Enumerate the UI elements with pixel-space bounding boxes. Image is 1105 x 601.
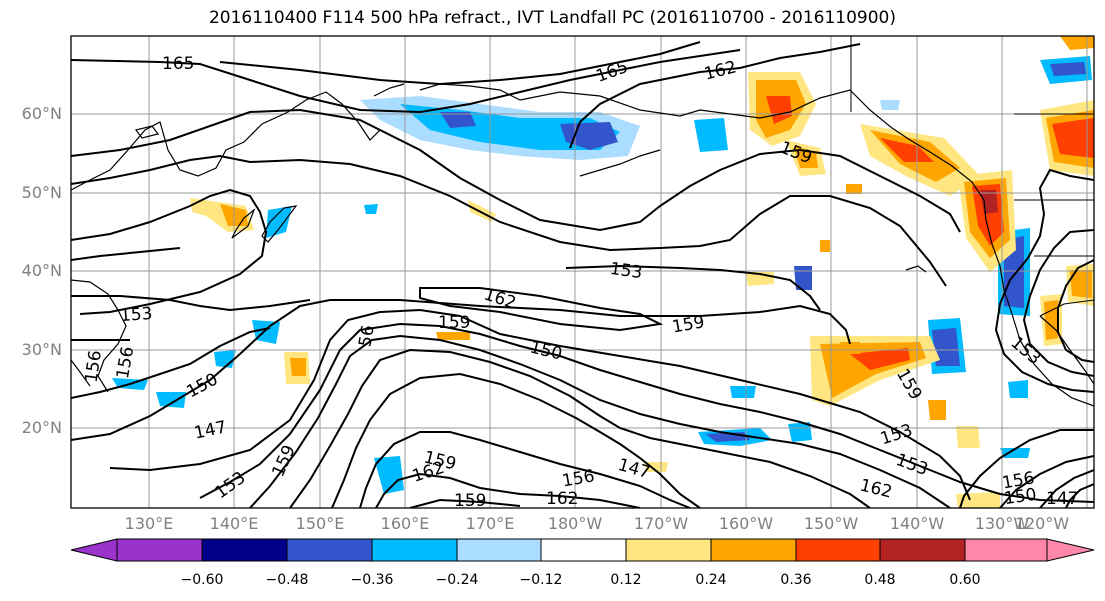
colorbar-tick-label: −0.60 [180,572,224,588]
lon-label: 160°E [380,514,430,533]
colorbar-tick-label: 0.24 [695,572,727,588]
lon-label: 130°W [974,514,1030,533]
orange-patch [840,342,860,354]
contour-label: 162 [546,489,578,509]
blue-patch [440,112,476,128]
map-frame [70,35,1095,509]
colorbar-tick-label: −0.24 [435,572,479,588]
colorbar-bin [625,538,712,562]
contour-label: 153 [609,259,644,283]
colorbar-bin [540,538,627,562]
lat-label: 30°N [21,340,62,359]
lon-label: 160°W [718,514,774,533]
colorbar-bin [710,538,797,562]
colorbar-tick-label: 0.12 [610,572,642,588]
contour-label: 56 [355,324,378,349]
lon-label: 170°W [633,514,689,533]
blue-patch [788,422,812,442]
orange-patch [850,348,910,370]
orange-patch [766,96,792,124]
contour-label: 156 [82,349,106,384]
lon-label: 130°E [124,514,174,533]
colorbar-extend-min [70,538,118,562]
blue-patch [156,392,186,408]
orange-patch [956,492,1000,508]
colorbar-bin [116,538,203,562]
lon-label: 120°W [1014,514,1070,533]
colorbar-bin [371,538,458,562]
contour-label: 165 [162,54,194,74]
contour-label: 153 [119,304,153,326]
blue-patch [730,386,756,398]
colorbar-extend-max [1046,538,1095,562]
blue-patch [880,100,900,110]
orange-patch [436,332,470,340]
height-contours [71,41,1094,508]
contour-label: 150 [1003,485,1038,509]
blue-patch [1000,448,1030,458]
colorbar-bin [456,538,542,562]
orange-patch [820,240,830,252]
blue-patch [694,118,728,152]
orange-patch [1044,300,1058,340]
political-borders [850,36,1094,317]
colorbar-tick-label: 0.48 [864,572,896,588]
orange-patch [846,184,862,194]
orange-patch [290,358,306,376]
blue-patch [266,206,292,238]
colorbar-tick-label: −0.12 [519,572,563,588]
orange-patch [880,138,934,162]
lon-label: 180°W [547,514,603,533]
colorbar-tick-label: −0.48 [265,572,309,588]
lat-label: 40°N [21,261,62,280]
coastlines [71,83,1094,407]
colorbar-bin [964,538,1048,562]
orange-patch [1060,36,1094,50]
colorbar-bin [879,538,966,562]
lon-label: 150°W [803,514,859,533]
lat-label: 60°N [21,104,62,123]
contour-label: 147 [1046,489,1078,509]
blue-patch [364,204,378,214]
blue-patch [374,456,404,494]
lon-label: 140°E [209,514,259,533]
colorbar-bin [286,538,373,562]
colorbar-bin [201,538,288,562]
orange-patch [956,426,980,448]
blue-patch [1050,62,1086,76]
colorbar-bin [795,538,881,562]
orange-patch [644,462,668,472]
blue-patch [794,266,812,290]
colorbar-tick-label: 0.60 [949,572,981,588]
contour-label: 159 [454,491,486,511]
colorbar [70,538,1095,562]
blue-patch [932,328,960,366]
lon-label: 150°E [295,514,345,533]
contour-label: 159 [438,313,470,333]
lat-label: 20°N [21,418,62,437]
lat-label: 50°N [21,183,62,202]
blue-patch [1008,380,1028,398]
colorbar-tick-label: −0.36 [350,572,394,588]
orange-patch [928,400,946,420]
colorbar-tick-label: 0.36 [780,572,812,588]
plot-title: 2016110400 F114 500 hPa refract., IVT La… [208,8,896,28]
orange-patch [1052,118,1094,158]
lon-label: 170°E [465,514,515,533]
lon-label: 140°W [889,514,945,533]
blue-patch [252,320,280,344]
